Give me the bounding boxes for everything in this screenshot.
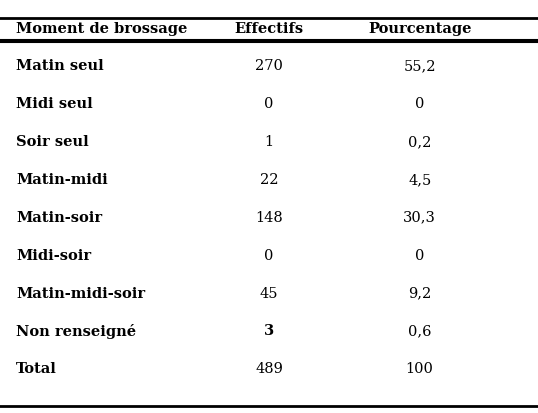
Text: 22: 22 [260,173,278,186]
Text: 0: 0 [415,248,424,262]
Text: Matin-soir: Matin-soir [16,210,102,224]
Text: Total: Total [16,361,57,375]
Text: 0: 0 [415,97,424,111]
Text: Soir seul: Soir seul [16,135,89,149]
Text: 55,2: 55,2 [404,59,436,73]
Text: 30,3: 30,3 [403,210,436,224]
Text: 45: 45 [260,286,278,300]
Text: Moment de brossage: Moment de brossage [16,22,188,36]
Text: Matin seul: Matin seul [16,59,104,73]
Text: 0,2: 0,2 [408,135,431,149]
Text: Matin-midi: Matin-midi [16,173,108,186]
Text: 9,2: 9,2 [408,286,431,300]
Text: 100: 100 [406,361,434,375]
Text: 148: 148 [255,210,283,224]
Text: 0: 0 [264,97,274,111]
Text: Pourcentage: Pourcentage [368,22,471,36]
Text: Midi-soir: Midi-soir [16,248,91,262]
Text: Non renseigné: Non renseigné [16,323,136,338]
Text: Midi seul: Midi seul [16,97,93,111]
Text: 4,5: 4,5 [408,173,431,186]
Text: 1: 1 [265,135,273,149]
Text: 3: 3 [264,324,274,337]
Text: 0,6: 0,6 [408,324,431,337]
Text: Effectifs: Effectifs [235,22,303,36]
Text: Matin-midi-soir: Matin-midi-soir [16,286,145,300]
Text: 0: 0 [264,248,274,262]
Text: 489: 489 [255,361,283,375]
Text: 270: 270 [255,59,283,73]
